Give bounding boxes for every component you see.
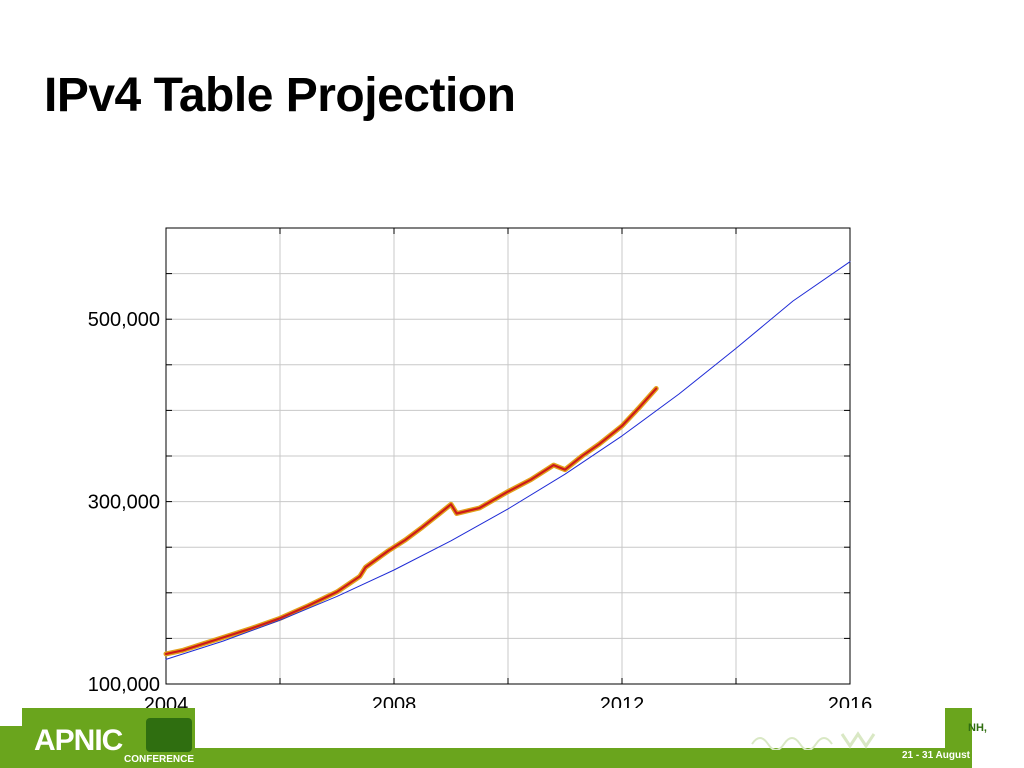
observed-line — [164, 387, 658, 656]
footer-logo-badge — [146, 718, 192, 752]
grid-lines — [165, 227, 851, 685]
y-tick-label: 100,000 — [88, 674, 160, 696]
footer-dates: 21 - 31 August 2012 — [902, 750, 996, 761]
footer-conference-label: CONFERENCE — [124, 754, 195, 765]
footer-cut-text: NH, — [968, 722, 987, 734]
y-tick-label: 500,000 — [88, 309, 160, 331]
y-tick-label: 300,000 — [88, 492, 160, 514]
footer-decoration-icon — [751, 731, 876, 750]
footer-notch-right — [972, 708, 1024, 768]
series-lines — [163, 261, 851, 660]
axis-ticks — [165, 227, 851, 685]
footer-notch-middle — [195, 708, 945, 748]
projection-line — [165, 261, 851, 660]
footer-logo: APNIC — [34, 724, 123, 757]
observed-underlay-line — [163, 386, 659, 657]
footer-banner: APNIC CONFERENCE NH, 21 - 31 August 2012 — [0, 708, 1024, 768]
slide-title: IPv4 Table Projection — [44, 69, 516, 122]
footer-notch-left — [0, 708, 22, 726]
